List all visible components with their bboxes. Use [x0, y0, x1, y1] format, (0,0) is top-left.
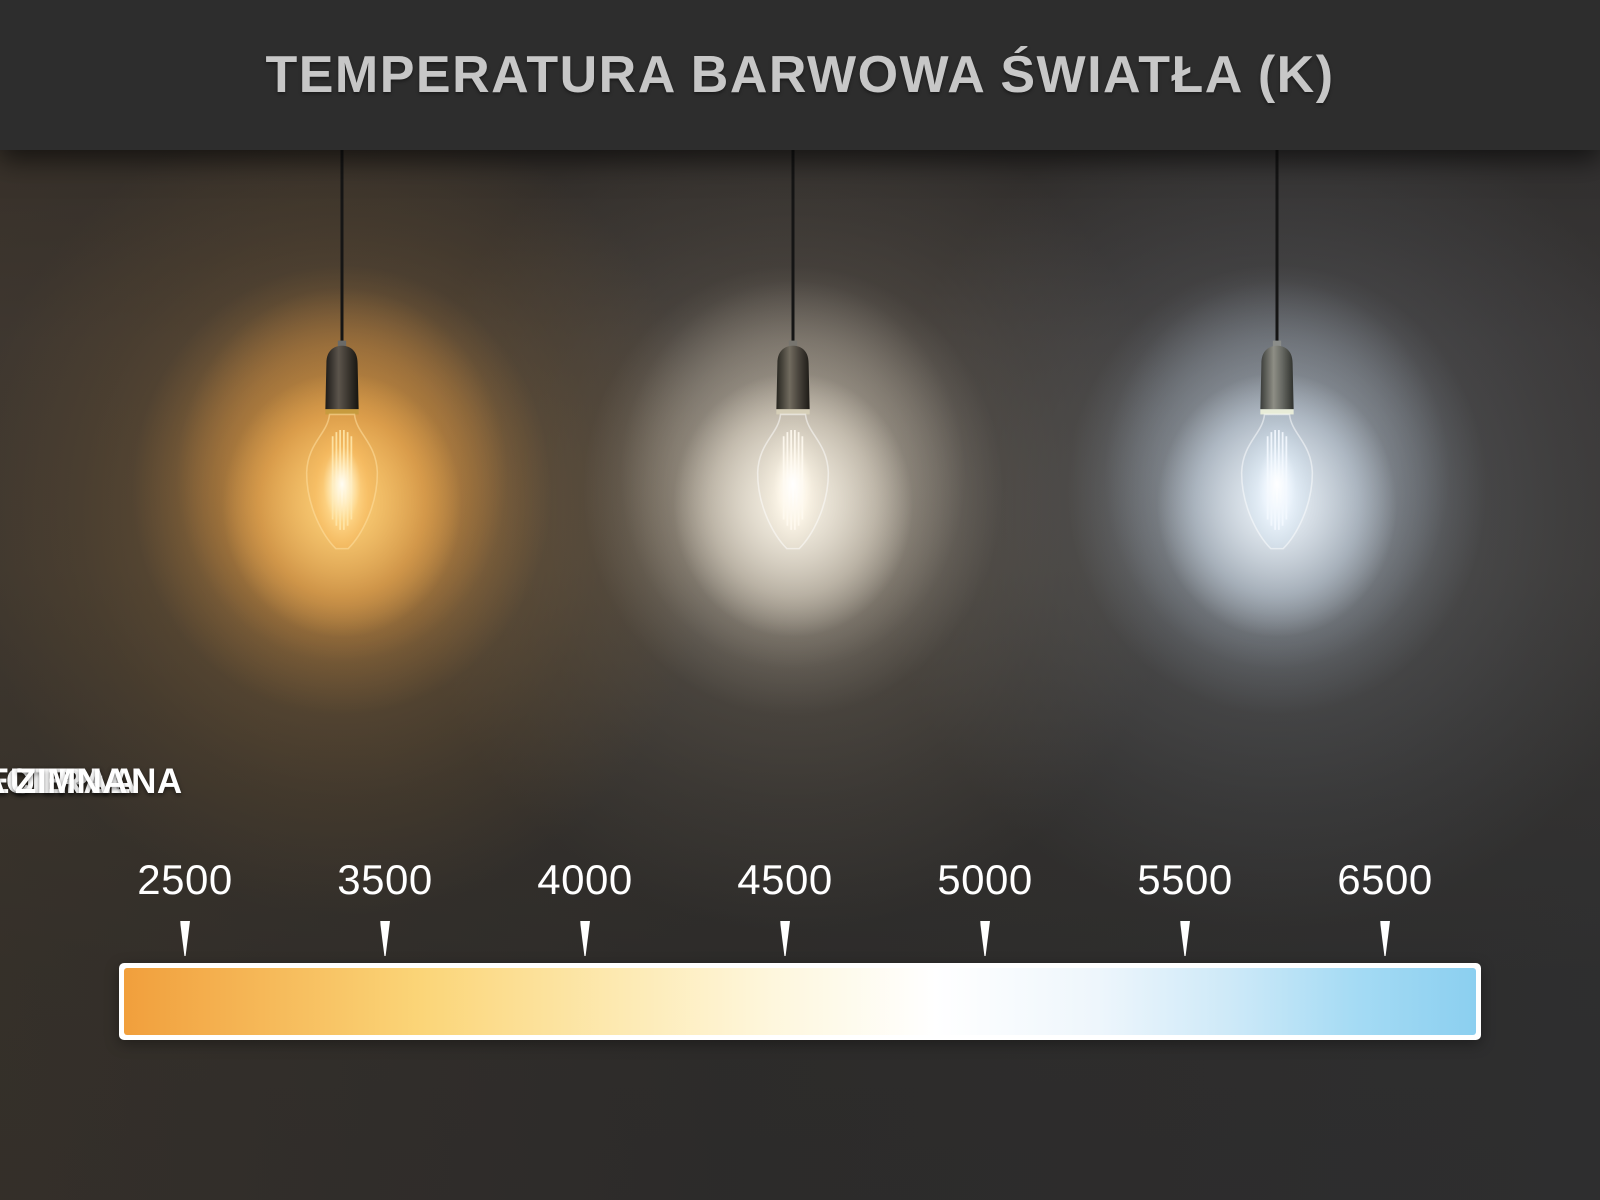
label-cold: BARWA ZIMNA: [0, 762, 129, 801]
edison-bulb-icon: [305, 340, 379, 550]
socket-rim: [325, 409, 359, 415]
socket-cap: [325, 345, 359, 410]
filament-hotspot: [323, 446, 361, 522]
socket-rim: [776, 409, 810, 415]
header-band: TEMPERATURA BARWOWA ŚWIATŁA (K): [0, 0, 1600, 150]
pendant-cord: [1275, 150, 1279, 346]
page-title: TEMPERATURA BARWOWA ŚWIATŁA (K): [265, 46, 1335, 104]
socket-rim: [1260, 409, 1294, 415]
filament-hotspot: [1258, 446, 1296, 522]
wall-background: BARWA CIEPŁA BARWA NEUTRALNA BARWA ZIMNA: [0, 150, 1600, 1200]
filament-hotspot: [774, 446, 812, 522]
edison-bulb-icon: [756, 340, 830, 550]
pendant-cord: [791, 150, 795, 346]
pendant-cord: [340, 150, 344, 346]
edison-bulb-icon: [1240, 340, 1314, 550]
socket-cap: [776, 345, 810, 410]
socket-cap: [1260, 345, 1294, 410]
